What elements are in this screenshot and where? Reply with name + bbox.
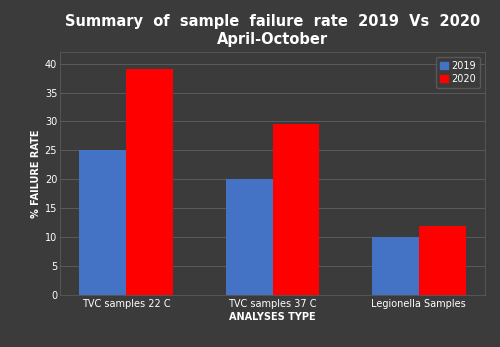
Bar bbox=[126, 69, 173, 295]
Bar bbox=[419, 226, 466, 295]
Legend: 2019, 2020: 2019, 2020 bbox=[436, 57, 480, 87]
Y-axis label: % FAILURE RATE: % FAILURE RATE bbox=[30, 129, 40, 218]
Bar bbox=[372, 237, 419, 295]
Title: Summary  of  sample  failure  rate  2019  Vs  2020
April-October: Summary of sample failure rate 2019 Vs 2… bbox=[65, 14, 480, 47]
Bar bbox=[272, 124, 320, 295]
Bar bbox=[226, 179, 272, 295]
Bar bbox=[80, 150, 126, 295]
X-axis label: ANALYSES TYPE: ANALYSES TYPE bbox=[229, 312, 316, 322]
